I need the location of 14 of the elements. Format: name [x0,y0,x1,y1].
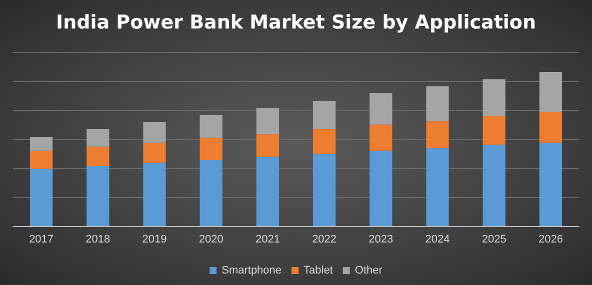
x-tick-label: 2020 [198,234,224,246]
x-tick-label: 2022 [312,234,337,246]
chart-title: India Power Bank Market Size by Application [56,12,536,34]
legend-label: Other [354,264,383,276]
x-tick-label: 2017 [29,234,54,246]
legend-label: Smartphone [222,264,282,276]
x-tick-label: 2024 [425,234,450,246]
x-tick-label: 2021 [255,234,280,246]
x-tick-label: 2018 [86,234,110,246]
x-tick-label: 2023 [368,234,394,246]
x-tick-label: 2025 [482,234,506,246]
legend-label: Tablet [304,264,333,276]
x-tick-label: 2026 [538,234,563,246]
x-tick-label: 2019 [142,234,167,246]
